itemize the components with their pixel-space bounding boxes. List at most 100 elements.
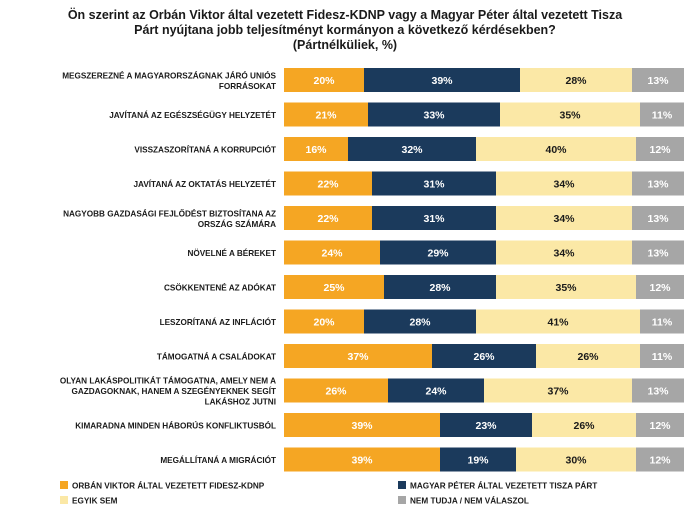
bar-segment [372, 206, 496, 230]
data-label: 12% [649, 420, 671, 432]
bar-segment [632, 240, 684, 265]
data-label: 12% [649, 282, 671, 294]
category-label: TÁMOGATNÁ A CSALÁDOKAT [157, 352, 276, 362]
data-label: 34% [553, 179, 575, 191]
bar-segment [516, 447, 636, 472]
bar-segment [364, 68, 520, 92]
bar-segment [384, 275, 496, 299]
data-label: 13% [647, 179, 669, 191]
category-label: FORRÁSOKAT [219, 81, 276, 91]
data-label: 33% [423, 110, 445, 122]
category-label: JAVÍTANÁ AZ OKTATÁS HELYZETÉT [133, 179, 276, 189]
bar-segment [284, 309, 364, 334]
bar-segment [636, 137, 684, 161]
bar-segment [632, 206, 684, 230]
bar-segment [284, 68, 364, 92]
data-label: 24% [321, 248, 343, 260]
bar-segment [284, 137, 348, 161]
bar-segment [640, 344, 684, 368]
data-label: 32% [401, 144, 423, 156]
data-label: 22% [317, 179, 339, 191]
category-label: MEGSZEREZNÉ A MAGYARORSZÁGNAK JÁRÓ UNIÓS [62, 69, 276, 80]
data-label: 39% [431, 75, 453, 87]
data-label: 26% [577, 351, 599, 363]
data-label: 26% [473, 351, 495, 363]
data-label: 35% [555, 282, 577, 294]
legend-swatch [60, 496, 68, 504]
bar-segment [284, 344, 432, 368]
bar-segment [632, 378, 684, 403]
data-label: 39% [351, 420, 373, 432]
data-label: 21% [315, 110, 337, 122]
data-label: 12% [649, 144, 671, 156]
bar-segment [636, 275, 684, 299]
bar-segment [388, 378, 484, 403]
bar-segment [496, 171, 632, 196]
legend-swatch [60, 481, 68, 489]
data-label: 11% [652, 351, 673, 363]
bar-segment [496, 275, 636, 299]
data-label: 16% [305, 144, 327, 156]
bar-segment [440, 447, 516, 472]
data-label: 19% [467, 455, 489, 467]
category-label: CSÖKKENTENÉ AZ ADÓKAT [164, 282, 276, 293]
category-label: KIMARADNA MINDEN HÁBORÚS KONFLIKTUSBÓL [75, 420, 276, 431]
data-label: 24% [425, 386, 447, 398]
bar-segment [284, 240, 380, 265]
data-label: 28% [409, 317, 431, 329]
data-label: 37% [347, 351, 369, 363]
data-label: 12% [649, 455, 671, 467]
legend-swatch [398, 496, 406, 504]
bar-segment [484, 378, 632, 403]
category-label: MEGÁLLÍTANÁ A MIGRÁCIÓT [160, 454, 276, 465]
data-label: 34% [553, 213, 575, 225]
legend-label: NEM TUDJA / NEM VÁLASZOL [410, 496, 529, 506]
bar-segment [284, 447, 440, 472]
data-label: 11% [652, 110, 673, 122]
data-label: 29% [427, 248, 449, 260]
bar-segment [284, 102, 368, 127]
data-label: 20% [313, 75, 335, 87]
bar-segment [532, 413, 636, 437]
bar-segment [500, 102, 640, 127]
data-label: 37% [547, 386, 569, 398]
data-label: 26% [325, 386, 347, 398]
data-label: 28% [565, 75, 587, 87]
data-label: 11% [652, 317, 673, 329]
data-label: 34% [553, 248, 575, 260]
bar-segment [520, 68, 632, 92]
data-label: 23% [475, 420, 497, 432]
chart-title-line-1: Ön szerint az Orbán Viktor által vezetet… [67, 8, 623, 22]
chart-title-line-3: (Pártnélküliek, %) [292, 38, 398, 52]
data-label: 20% [313, 317, 335, 329]
category-label: LAKÁSHOZ JUTNI [205, 397, 276, 407]
bar-segment [476, 309, 640, 334]
bar-segment [640, 102, 684, 127]
category-label: NAGYOBB GAZDASÁGI FEJLŐDÉST BIZTOSÍTANA … [63, 207, 276, 218]
bar-segment [284, 378, 388, 403]
category-label: GAZDAGOKNAK, HANEM A SZEGÉNYEKNEK SEGÍT [71, 386, 276, 396]
data-label: 13% [647, 213, 669, 225]
bar-segment [496, 206, 632, 230]
legend-label: EGYIK SEM [72, 497, 118, 506]
bar-segment [632, 171, 684, 196]
category-label: OLYAN LAKÁSPOLITIKÁT TÁMOGATNA, AMELY NE… [60, 376, 276, 386]
bar-segment [640, 309, 684, 334]
chart-title-line-2: Párt nyújtana jobb teljesítményt kormány… [134, 23, 556, 37]
data-label: 26% [573, 420, 595, 432]
data-label: 25% [323, 282, 345, 294]
bar-segment [284, 171, 372, 196]
bar-segment [372, 171, 496, 196]
category-label: NÖVELNÉ A BÉREKET [187, 248, 276, 258]
legend-label: MAGYAR PÉTER ÁLTAL VEZETETT TISZA PÁRT [410, 481, 597, 491]
bar-segment [284, 413, 440, 437]
category-label: LESZORÍTANÁ AZ INFLÁCIÓT [160, 316, 276, 327]
data-label: 22% [317, 213, 339, 225]
data-label: 31% [423, 179, 445, 191]
bar-segment [476, 137, 636, 161]
category-label: VISSZASZORÍTANÁ A KORRUPCIÓT [134, 144, 276, 155]
bar-segment [636, 447, 684, 472]
bar-segment [432, 344, 536, 368]
bar-segment [348, 137, 476, 161]
